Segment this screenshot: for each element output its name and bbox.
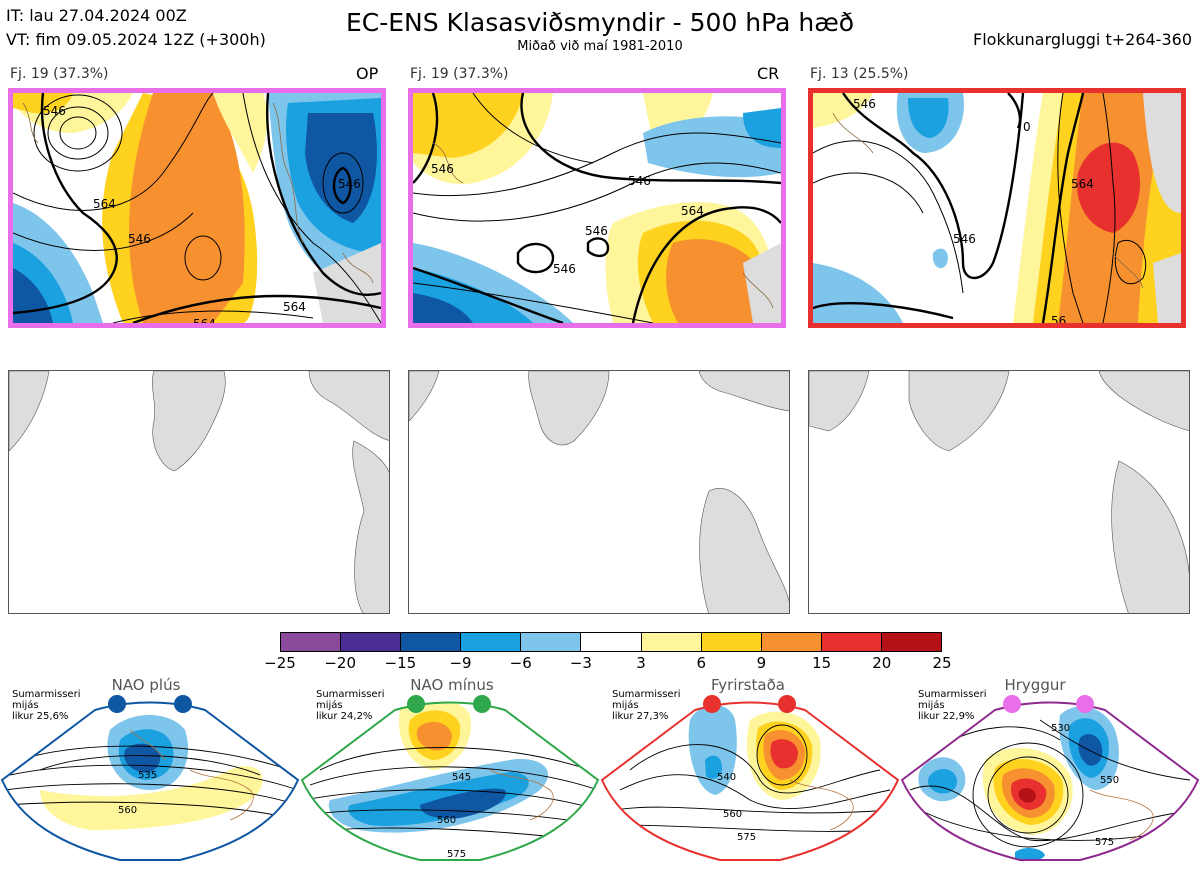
regime-3-dot [778, 695, 796, 713]
contour-label: 564 [193, 317, 216, 323]
legend-swatch [520, 633, 581, 651]
window-label: Flokkunargluggi t+264-360 [973, 30, 1192, 49]
regime-contour-label: 560 [437, 815, 456, 826]
regime-4-map [900, 701, 1200, 861]
regime-2-dot [473, 695, 491, 713]
contour-label: 546 [853, 97, 876, 111]
legend-swatch [640, 633, 701, 651]
legend-tick: 6 [696, 654, 707, 672]
regime-contour-label: 530 [1051, 723, 1070, 734]
contour-label: 546 [953, 232, 976, 246]
legend-swatch [880, 633, 942, 651]
contour-label: 546 [128, 232, 151, 246]
regime-contour-label: 560 [723, 809, 742, 820]
page-title: EC-ENS Klasasviðsmyndir - 500 hPa hæð [345, 8, 855, 37]
page-subtitle: Miðað við maí 1981-2010 [517, 39, 683, 54]
regime-2-title: NAO mínus [410, 676, 494, 694]
regime-1-dot [174, 695, 192, 713]
legend-tick: 3 [636, 654, 646, 672]
contour-label: 546 [553, 262, 576, 276]
contour-label: 546 [431, 162, 454, 176]
legend-swatch [580, 633, 641, 651]
regime-4-dot [1076, 695, 1094, 713]
cluster-3-map[interactable]: 546 546 0 564 56 [808, 88, 1186, 328]
cluster-1-map[interactable]: 546 564 546 546 564 564 [8, 88, 386, 328]
legend-tick: 20 [872, 654, 892, 672]
empty-map-3[interactable] [808, 370, 1190, 614]
legend-tick: −15 [384, 654, 417, 672]
cluster-1-label: Fj. 19 (37.3%) [10, 66, 109, 82]
legend-tick: −3 [569, 654, 592, 672]
regime-2-dot [407, 695, 425, 713]
legend-swatches [281, 633, 942, 651]
regime-4-title: Hryggur [1004, 676, 1066, 694]
regime-1-dot [108, 695, 126, 713]
regime-contour-label: 550 [1100, 775, 1119, 786]
legend-tick: 25 [932, 654, 952, 672]
legend-swatch [700, 633, 761, 651]
color-legend [280, 632, 942, 652]
contour-label: 564 [563, 322, 586, 323]
init-time: IT: lau 27.04.2024 00Z [6, 6, 187, 25]
empty-map-2[interactable] [408, 370, 790, 614]
time-info: IT: lau 27.04.2024 00Z VT: fim 09.05.202… [6, 4, 266, 52]
legend-swatch [760, 633, 821, 651]
contour-label: 546 [585, 224, 608, 238]
legend-tick: −25 [264, 654, 296, 672]
cluster-1-tag: OP [356, 64, 379, 83]
valid-time: VT: fim 09.05.2024 12Z (+300h) [6, 30, 266, 49]
legend-swatch [400, 633, 461, 651]
regime-contour-label: 540 [717, 772, 736, 783]
legend-tick: −6 [509, 654, 532, 672]
regime-1-note: Sumarmisseri mijás likur 25,6% [12, 689, 81, 722]
legend-tick: −20 [324, 654, 356, 672]
regime-contour-label: 575 [447, 849, 466, 860]
regime-2-note: Sumarmisseri mijás likur 24,2% [316, 689, 385, 722]
regime-contour-label: 575 [737, 832, 756, 843]
legend-tick: 15 [812, 654, 832, 672]
legend-swatch [820, 633, 881, 651]
regime-3-title: Fyrirstaða [711, 676, 785, 694]
legend-swatch [460, 633, 521, 651]
contour-label: 0 [1023, 120, 1031, 134]
contour-label: 564 [681, 204, 704, 218]
regime-3-dot [703, 695, 721, 713]
legend-tick: 9 [756, 654, 767, 672]
regime-contour-label: 560 [118, 805, 137, 816]
contour-label: 564 [93, 197, 116, 211]
regime-4-note: Sumarmisseri mijás likur 22,9% [918, 689, 987, 722]
regime-2-map [300, 701, 600, 861]
contour-label: 564 [1071, 177, 1094, 191]
contour-label: 546 [628, 174, 651, 188]
contour-label: 56 [1051, 314, 1066, 323]
legend-swatch [281, 633, 341, 651]
regime-contour-label: 575 [1095, 837, 1114, 848]
regime-1-title: NAO plús [111, 676, 181, 694]
cluster-2-label: Fj. 19 (37.3%) [410, 66, 509, 82]
contour-label: 546 [338, 177, 361, 191]
regime-3-map [600, 701, 900, 861]
empty-map-1[interactable] [8, 370, 390, 614]
regime-4-dot [1003, 695, 1021, 713]
regime-maps: 535 560 545 560 575 540 560 575 530 550 … [0, 695, 1200, 861]
cluster-2-tag: CR [757, 64, 780, 83]
legend-swatch [340, 633, 401, 651]
contour-label: 564 [283, 300, 306, 314]
contour-label: 546 [43, 104, 66, 118]
cluster-3-label: Fj. 13 (25.5%) [810, 66, 909, 82]
cluster-2-map[interactable]: 546 546 546 564 546 564 [408, 88, 786, 328]
regime-contour-label: 535 [138, 770, 157, 781]
regime-3-note: Sumarmisseri mijás likur 27,3% [612, 689, 681, 722]
regime-contour-label: 545 [452, 772, 471, 783]
legend-tick: −9 [449, 654, 472, 672]
